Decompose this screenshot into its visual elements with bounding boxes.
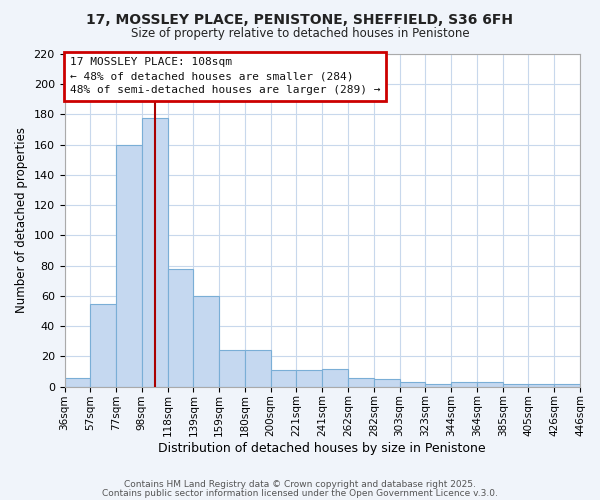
Bar xyxy=(142,118,167,386)
Text: Contains public sector information licensed under the Open Government Licence v.: Contains public sector information licen… xyxy=(102,488,498,498)
Y-axis label: Number of detached properties: Number of detached properties xyxy=(15,128,28,314)
Bar xyxy=(477,382,503,386)
Text: 17, MOSSLEY PLACE, PENISTONE, SHEFFIELD, S36 6FH: 17, MOSSLEY PLACE, PENISTONE, SHEFFIELD,… xyxy=(86,12,514,26)
Bar xyxy=(322,368,348,386)
Bar xyxy=(193,296,219,386)
Bar xyxy=(529,384,554,386)
Bar xyxy=(451,382,477,386)
Text: Contains HM Land Registry data © Crown copyright and database right 2025.: Contains HM Land Registry data © Crown c… xyxy=(124,480,476,489)
Bar xyxy=(219,350,245,386)
Bar xyxy=(116,144,142,386)
Bar xyxy=(348,378,374,386)
Bar xyxy=(554,384,580,386)
Bar xyxy=(503,384,529,386)
Bar xyxy=(271,370,296,386)
Bar xyxy=(91,304,116,386)
Bar xyxy=(167,268,193,386)
Bar xyxy=(65,378,91,386)
Bar xyxy=(400,382,425,386)
Text: 17 MOSSLEY PLACE: 108sqm
← 48% of detached houses are smaller (284)
48% of semi-: 17 MOSSLEY PLACE: 108sqm ← 48% of detach… xyxy=(70,58,380,96)
Bar xyxy=(374,379,400,386)
X-axis label: Distribution of detached houses by size in Penistone: Distribution of detached houses by size … xyxy=(158,442,486,455)
Bar xyxy=(245,350,271,386)
Text: Size of property relative to detached houses in Penistone: Size of property relative to detached ho… xyxy=(131,28,469,40)
Bar xyxy=(296,370,322,386)
Bar xyxy=(425,384,451,386)
